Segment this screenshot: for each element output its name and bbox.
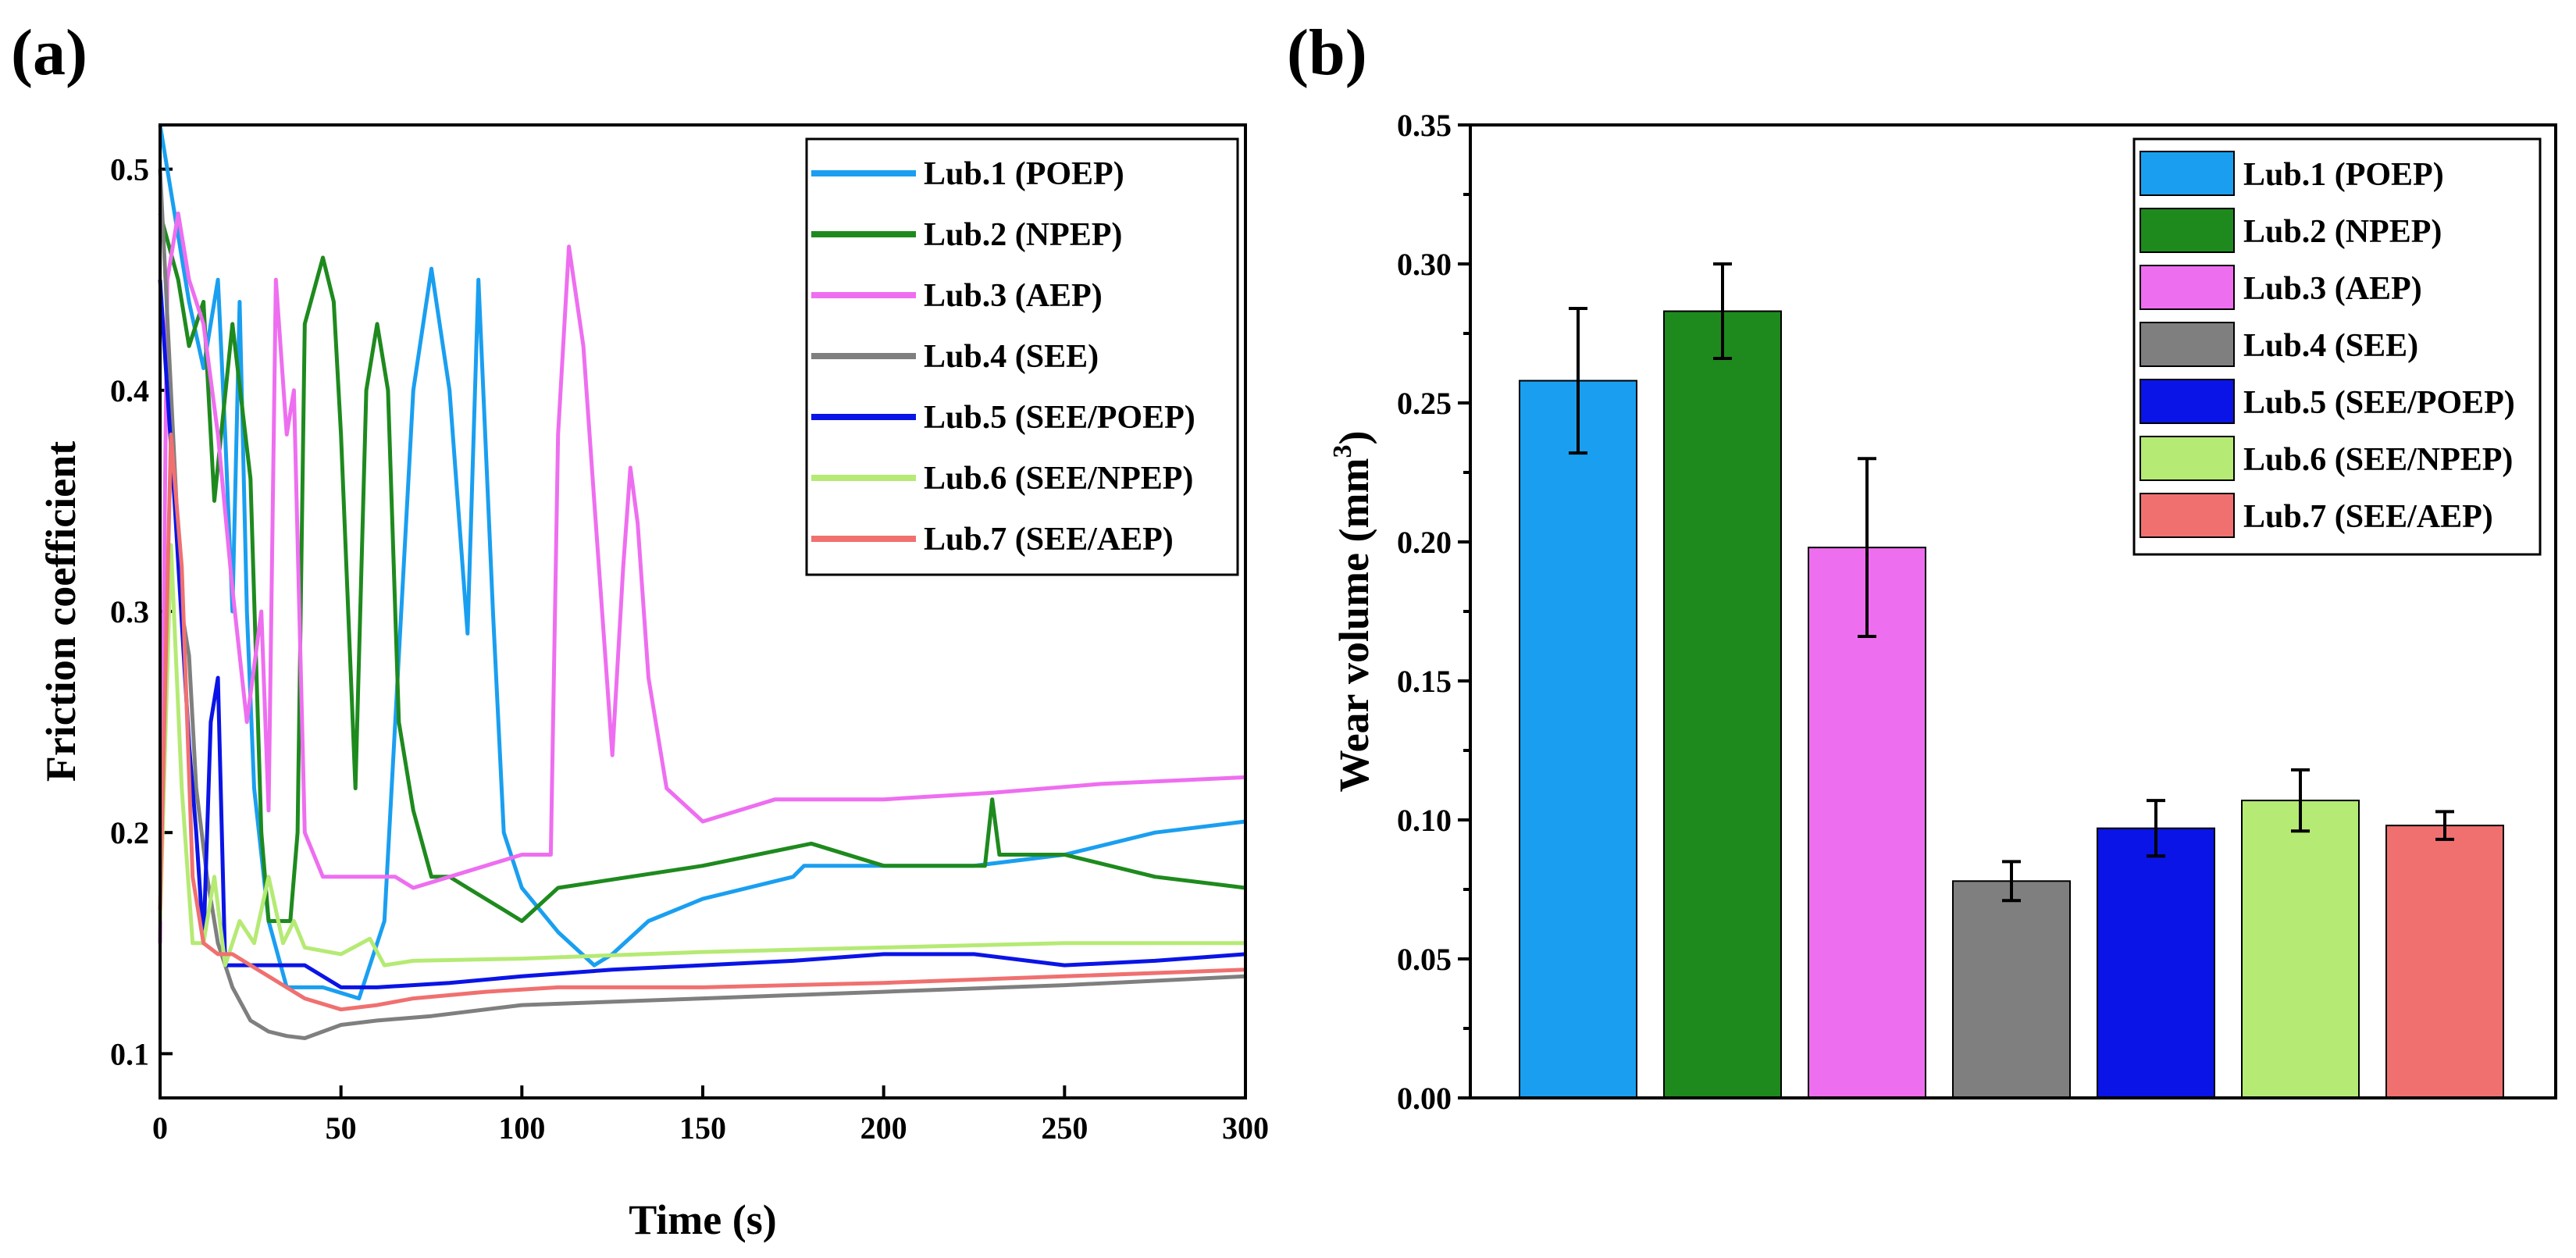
- bar-2: [1663, 310, 1782, 1099]
- bar-4: [1952, 880, 2071, 1099]
- chart-a-x-tick-label: 300: [1222, 1110, 1269, 1146]
- chart-a-legend-label: Lub.3 (AEP): [924, 278, 1103, 314]
- chart-b-y-title-close: ): [1331, 431, 1377, 445]
- chart-b-y-tick-label: 0.35: [1397, 108, 1452, 143]
- wear-bar-chart: 0.00 0.05 0.10 0.15 0.20 0.25 0.30 0.35 Lub.1 (…: [1328, 108, 2557, 1116]
- chart-b-ticks: 0.00 0.05 0.10 0.15 0.20 0.25 0.30 0.35: [1397, 108, 1470, 1116]
- chart-b-legend-swatch: [2140, 493, 2235, 538]
- chart-b-legend-swatch: [2140, 265, 2235, 310]
- chart-b-y-tick-label: 0.10: [1397, 803, 1452, 838]
- chart-a-legend: Lub.1 (POEP) Lub.2 (NPEP) Lub.3 (AEP) Lub.4…: [805, 137, 1239, 576]
- chart-b-frame: [1469, 123, 2557, 1099]
- chart-a-x-tick-label: 250: [1041, 1110, 1088, 1146]
- friction-line-chart: 0 50 100 150 200 250 300 0.1 0.2 0.3 0.4 0.5 Lub.1 …: [37, 123, 1269, 1243]
- chart-b-legend-swatch: [2140, 436, 2235, 481]
- chart-a-legend-label: Lub.6 (SEE/NPEP): [924, 461, 1193, 497]
- chart-b-y-tick-label: 0.20: [1397, 525, 1452, 560]
- panel-label-a: (a): [11, 16, 87, 89]
- chart-a-legend-label: Lub.5 (SEE/POEP): [924, 400, 1195, 436]
- chart-a-frame: [159, 123, 1247, 1099]
- chart-b-legend-label: Lub.2 (NPEP): [2243, 214, 2442, 250]
- series-line-7: [158, 433, 1246, 1012]
- chart-a-series: [158, 124, 1246, 1040]
- series-line-4: [158, 169, 1246, 1040]
- bar-6: [2241, 800, 2360, 1099]
- chart-b-y-title-main: Wear volume (mm: [1331, 458, 1377, 793]
- chart-b-legend-label: Lub.4 (SEE): [2243, 328, 2418, 364]
- chart-b-y-tick-label: 0.25: [1397, 386, 1452, 421]
- chart-b-legend-label: Lub.6 (SEE/NPEP): [2243, 442, 2513, 478]
- bar-5: [2097, 827, 2215, 1099]
- chart-a-legend-label: Lub.7 (SEE/AEP): [924, 522, 1174, 558]
- series-line-2: [158, 212, 1246, 923]
- chart-a-legend-label: Lub.1 (POEP): [924, 156, 1124, 192]
- chart-b-legend-label: Lub.5 (SEE/POEP): [2243, 385, 2515, 421]
- chart-a-legend-label: Lub.4 (SEE): [924, 339, 1099, 375]
- chart-b-y-title: Wear volume (mm3): [1328, 431, 1377, 793]
- chart-a-y-tick-label: 0.3: [110, 594, 149, 629]
- chart-a-x-title: Time (s): [629, 1196, 776, 1243]
- series-line-5: [158, 280, 1246, 989]
- chart-b-legend-label: Lub.7 (SEE/AEP): [2243, 499, 2493, 535]
- chart-b-legend-swatch: [2140, 379, 2235, 424]
- chart-a-y-tick-label: 0.4: [110, 373, 149, 408]
- chart-b-legend-swatch: [2140, 208, 2235, 253]
- chart-a-x-tick-label: 50: [326, 1110, 357, 1146]
- chart-b-bars: [1519, 262, 2504, 1099]
- chart-a-x-tick-label: 0: [152, 1110, 168, 1146]
- chart-b-legend-label: Lub.3 (AEP): [2243, 271, 2422, 307]
- bar-1: [1519, 380, 1637, 1099]
- chart-a-legend-label: Lub.2 (NPEP): [924, 217, 1122, 253]
- chart-b-y-tick-label: 0.30: [1397, 247, 1452, 282]
- chart-a-x-tick-label: 200: [860, 1110, 907, 1146]
- chart-b-legend-swatch: [2140, 322, 2235, 367]
- chart-b-y-title-sup: 3: [1328, 445, 1357, 458]
- series-line-6: [158, 543, 1245, 968]
- chart-b-legend-swatch: [2140, 151, 2235, 196]
- chart-a-x-tick-label: 100: [498, 1110, 545, 1146]
- chart-b-y-tick-label: 0.05: [1397, 942, 1452, 977]
- bar-3: [1808, 547, 1926, 1099]
- chart-b-legend-label: Lub.1 (POEP): [2243, 157, 2444, 193]
- chart-b-y-tick-label: 0.15: [1397, 664, 1452, 699]
- bar-7: [2385, 825, 2504, 1099]
- panel-label-b: (b): [1287, 16, 1367, 89]
- series-line-3: [158, 211, 1246, 943]
- chart-a-y-tick-label: 0.1: [110, 1036, 149, 1071]
- chart-a-x-tick-label: 150: [679, 1110, 726, 1146]
- chart-a-y-tick-label: 0.5: [110, 152, 149, 187]
- chart-a-y-tick-label: 0.2: [110, 815, 149, 850]
- chart-b-y-tick-label: 0.00: [1397, 1081, 1452, 1116]
- chart-a-y-title: Friction coefficient: [37, 441, 84, 782]
- chart-b-legend: Lub.1 (POEP) Lub.2 (NPEP) Lub.3 (AEP) Lub.4…: [2132, 137, 2542, 556]
